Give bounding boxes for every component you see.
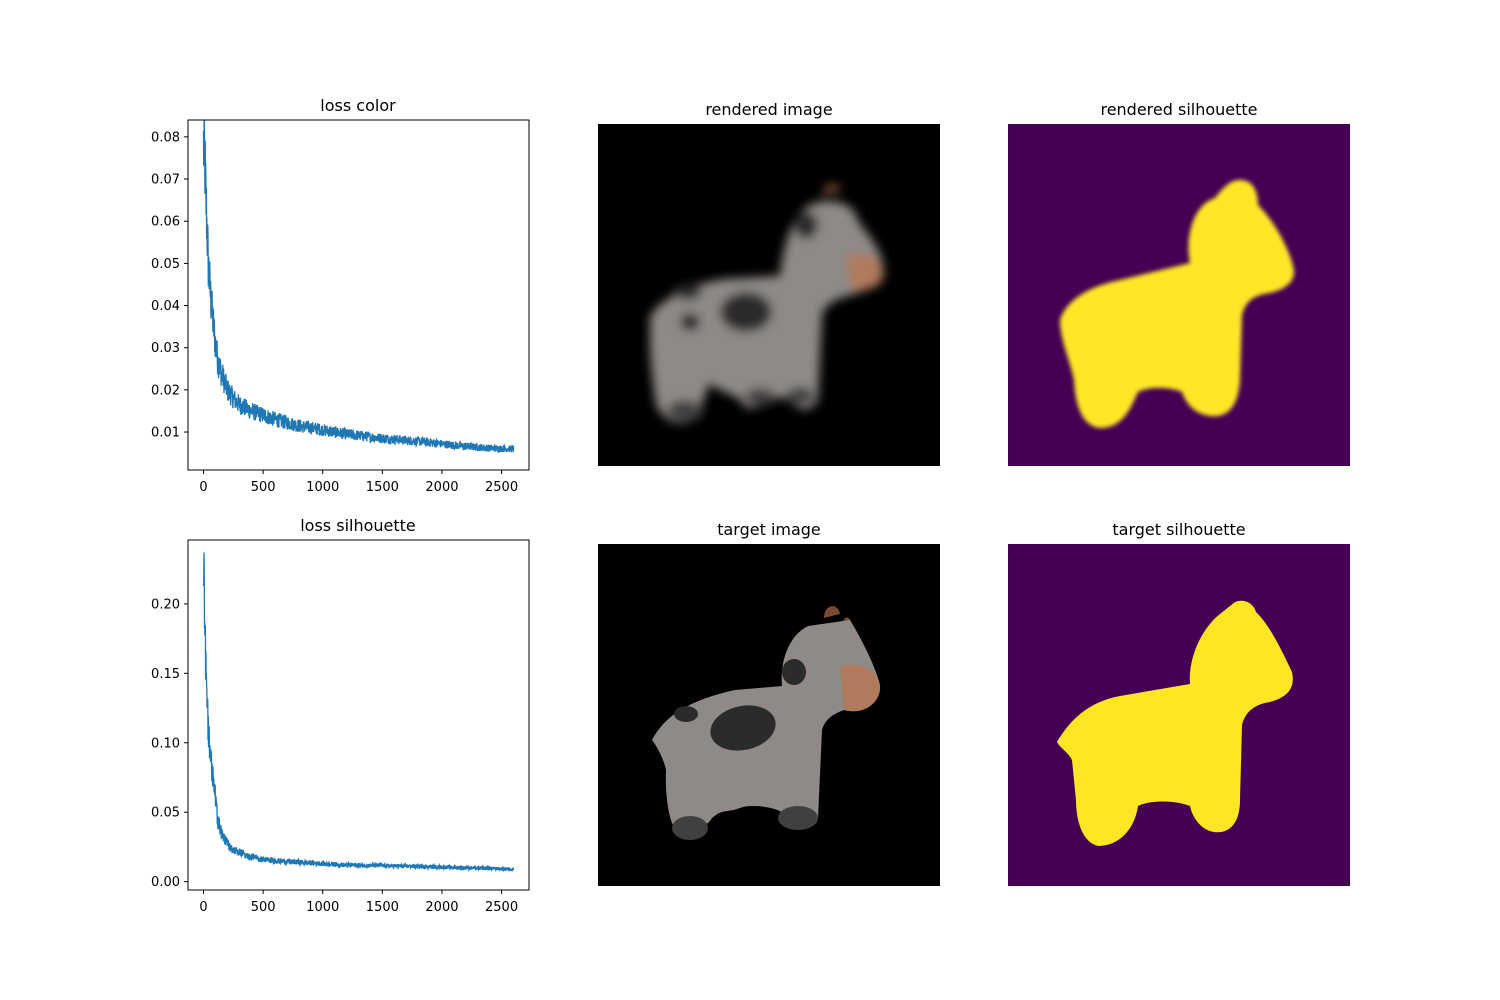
x-tick-label: 500 bbox=[251, 480, 276, 495]
x-tick-label: 1500 bbox=[366, 480, 399, 495]
target-image-panel: target image bbox=[598, 520, 940, 886]
loss-color-title: loss color bbox=[320, 96, 396, 115]
loss-color-line bbox=[202, 120, 515, 453]
x-tick-label: 0 bbox=[199, 480, 207, 495]
target-silhouette-title: target silhouette bbox=[1112, 520, 1245, 539]
target-image-title: target image bbox=[717, 520, 821, 539]
loss-silhouette-ticks: 0 500 1000 1500 2000 2500 0.00 0.05 0.10 0.15 0.20 bbox=[151, 597, 518, 915]
y-tick-label: 0.08 bbox=[151, 130, 180, 145]
rendered-silhouette-panel: rendered silhouette bbox=[1008, 100, 1350, 466]
y-tick-label: 0.10 bbox=[151, 736, 180, 751]
rendered-silhouette-shape bbox=[1060, 180, 1295, 428]
rendered-silhouette-title: rendered silhouette bbox=[1100, 100, 1257, 119]
loss-silhouette-line bbox=[202, 552, 515, 873]
y-tick-label: 0.07 bbox=[151, 173, 180, 188]
y-tick-label: 0.06 bbox=[151, 215, 180, 230]
x-tick-label: 1000 bbox=[306, 480, 339, 495]
y-tick-label: 0.00 bbox=[151, 875, 180, 890]
y-tick-label: 0.05 bbox=[151, 806, 180, 821]
loss-color-axes-frame bbox=[187, 119, 530, 471]
loss-silhouette-axes-frame bbox=[187, 539, 530, 891]
x-tick-label: 500 bbox=[251, 900, 276, 915]
target-cow bbox=[652, 606, 881, 840]
target-silhouette-shape bbox=[1057, 600, 1293, 846]
rendered-image-title: rendered image bbox=[705, 100, 832, 119]
x-tick-label: 2500 bbox=[485, 900, 518, 915]
loss-silhouette-chart: loss silhouette 0 500 1000 1500 2000 2500 0.00… bbox=[151, 516, 530, 915]
y-tick-label: 0.20 bbox=[151, 597, 180, 612]
loss-silhouette-title: loss silhouette bbox=[300, 516, 416, 535]
x-tick-label: 1000 bbox=[306, 900, 339, 915]
y-tick-label: 0.15 bbox=[151, 667, 180, 682]
y-tick-label: 0.01 bbox=[151, 426, 180, 441]
rendered-image-panel: rendered image bbox=[598, 100, 940, 466]
target-silhouette-panel: target silhouette bbox=[1008, 520, 1350, 886]
rendered-cow bbox=[650, 183, 885, 424]
x-tick-label: 2500 bbox=[485, 480, 518, 495]
y-tick-label: 0.05 bbox=[151, 257, 180, 272]
x-tick-label: 0 bbox=[199, 900, 207, 915]
x-tick-label: 2000 bbox=[425, 480, 458, 495]
loss-color-chart: loss color 0 500 1000 1500 2000 25000.010.020… bbox=[151, 96, 530, 495]
y-tick-label: 0.03 bbox=[151, 341, 180, 356]
x-tick-label: 1500 bbox=[366, 900, 399, 915]
y-tick-label: 0.04 bbox=[151, 299, 180, 314]
y-tick-label: 0.02 bbox=[151, 383, 180, 398]
x-tick-label: 2000 bbox=[425, 900, 458, 915]
loss-color-ticks: 0 500 1000 1500 2000 2500 0.01 0.02 0.03 0.04 0.05… bbox=[151, 130, 518, 495]
